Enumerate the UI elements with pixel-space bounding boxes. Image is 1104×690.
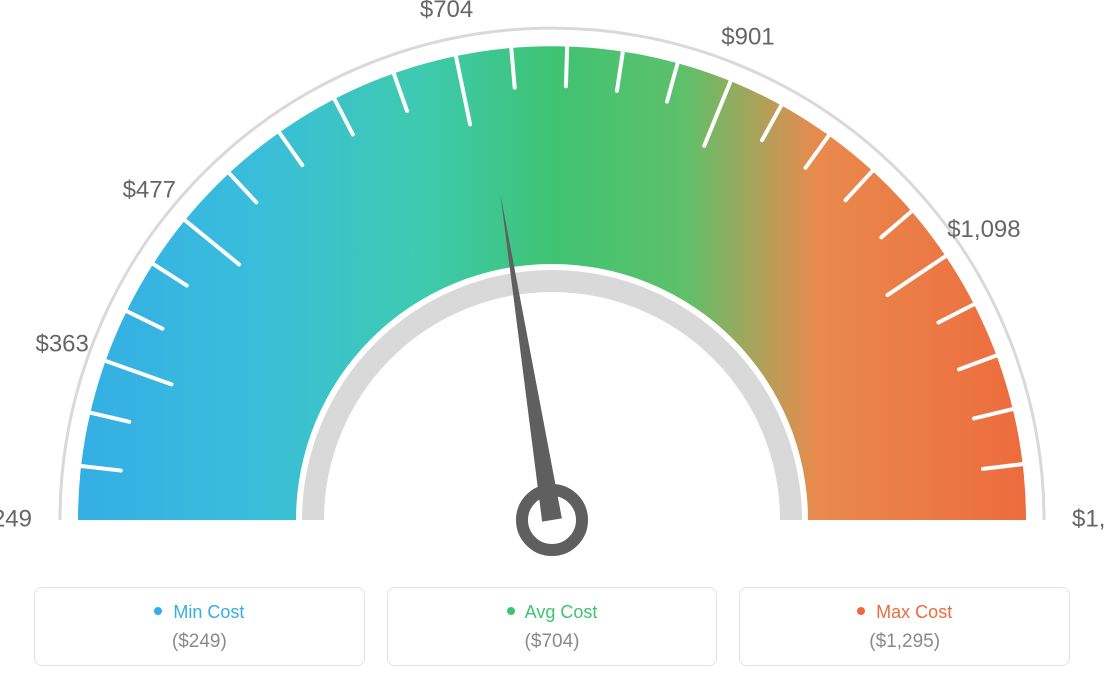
legend-title-min-text: Min Cost <box>173 602 244 622</box>
legend-title-max: Max Cost <box>750 602 1059 623</box>
legend-card-min: Min Cost ($249) <box>34 587 365 666</box>
svg-text:$704: $704 <box>420 0 473 23</box>
legend-card-avg: Avg Cost ($704) <box>387 587 718 666</box>
svg-text:$901: $901 <box>721 24 774 51</box>
svg-text:$477: $477 <box>123 176 176 203</box>
legend-title-avg: Avg Cost <box>398 602 707 623</box>
legend-title-max-text: Max Cost <box>876 602 952 622</box>
legend-title-min: Min Cost <box>45 602 354 623</box>
legend-value-max: ($1,295) <box>750 631 1059 653</box>
legend-value-avg: ($704) <box>398 631 707 653</box>
svg-text:$1,295: $1,295 <box>1072 505 1104 532</box>
dot-avg <box>507 607 515 615</box>
svg-text:$1,098: $1,098 <box>947 216 1020 243</box>
svg-text:$249: $249 <box>0 505 32 532</box>
svg-text:$363: $363 <box>35 331 88 358</box>
dot-min <box>154 607 162 615</box>
legend-title-avg-text: Avg Cost <box>525 602 598 622</box>
legend-card-max: Max Cost ($1,295) <box>739 587 1070 666</box>
legend-value-min: ($249) <box>45 631 354 653</box>
dot-max <box>857 607 865 615</box>
legend-row: Min Cost ($249) Avg Cost ($704) Max Cost… <box>34 587 1070 666</box>
cost-gauge: $249 $363 $477 $704 $901 $1,098 $1,295 <box>0 0 1104 560</box>
